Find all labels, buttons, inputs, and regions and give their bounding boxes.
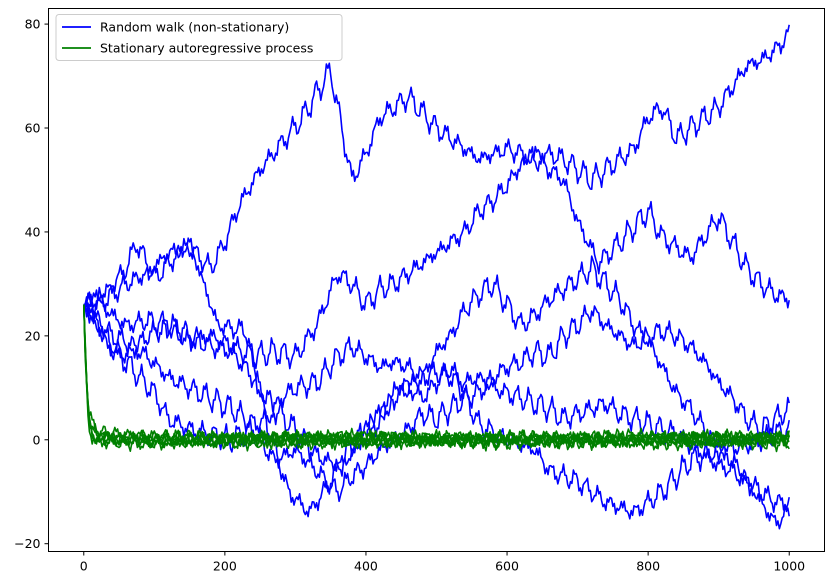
x-tick-label: 1000 <box>773 559 805 574</box>
stationary-ar-trace-5 <box>83 304 790 451</box>
y-axis: −20 0 20 40 60 80 <box>14 17 49 551</box>
y-tick-label: 40 <box>25 224 41 239</box>
x-axis: 0 200 400 600 800 1000 <box>80 551 805 574</box>
x-tick-label: 800 <box>636 559 660 574</box>
x-tick-label: 0 <box>80 559 88 574</box>
random-walk-trace-4 <box>83 302 790 514</box>
stationary-ar-trace-6 <box>83 304 790 452</box>
y-tick-label: 0 <box>33 432 41 447</box>
y-tick-label: −20 <box>14 536 40 551</box>
legend-box <box>55 14 343 61</box>
random-walk-trace-6 <box>83 304 790 503</box>
x-tick-label: 200 <box>213 559 237 574</box>
legend-label-random-walk: Random walk (non-stationary) <box>100 20 289 35</box>
x-tick-label: 600 <box>495 559 519 574</box>
random-walk-trace-5 <box>83 255 790 530</box>
random-walk-trace-2 <box>83 62 790 314</box>
random-walk-trace-3 <box>83 24 790 370</box>
y-tick-label: 60 <box>25 121 41 136</box>
legend: Random walk (non-stationary) Stationary … <box>55 14 343 61</box>
random-walk-trace-1 <box>83 237 790 520</box>
y-tick-label: 20 <box>25 328 41 343</box>
x-tick-label: 400 <box>354 559 378 574</box>
plot-frame <box>48 8 825 552</box>
legend-label-stationary: Stationary autoregressive process <box>100 41 313 56</box>
series-layer <box>83 24 790 530</box>
plot-area <box>48 8 825 552</box>
y-tick-label: 80 <box>25 17 41 32</box>
